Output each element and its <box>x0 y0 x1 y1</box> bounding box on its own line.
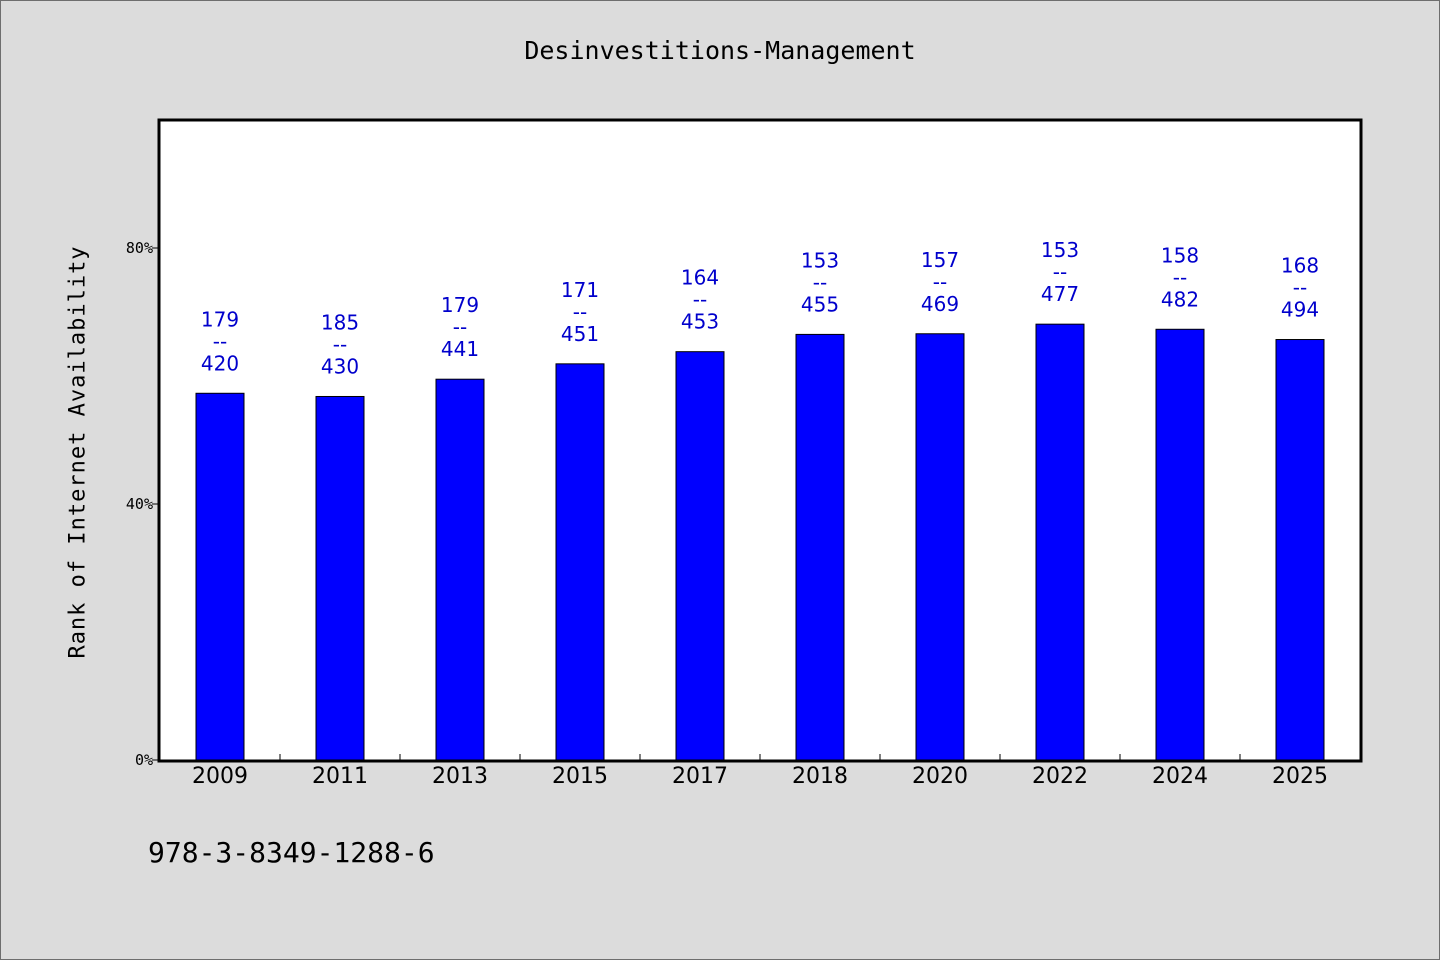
x-tick-label: 2024 <box>1152 764 1208 789</box>
data-label: 157 --469 <box>921 248 959 316</box>
bar <box>315 395 365 761</box>
data-label: 185 --430 <box>321 310 359 378</box>
y-tick-label: 40% <box>126 495 153 513</box>
data-label: 153 --455 <box>801 248 839 316</box>
bar <box>435 378 485 761</box>
data-label: 168 --494 <box>1281 254 1319 322</box>
y-tick-label: 0% <box>135 751 153 769</box>
bar <box>795 333 845 761</box>
x-tick-label: 2017 <box>672 764 728 789</box>
x-tick-label: 2009 <box>192 764 248 789</box>
data-label: 179 --441 <box>441 293 479 361</box>
isbn-text: 978-3-8349-1288-6 <box>148 836 435 869</box>
x-tick-label: 2013 <box>432 764 488 789</box>
x-tick-label: 2011 <box>312 764 368 789</box>
x-tick-label: 2020 <box>912 764 968 789</box>
bar <box>195 392 245 761</box>
y-tick-label: 80% <box>126 239 153 257</box>
x-tick-label: 2025 <box>1272 764 1328 789</box>
data-label: 164 --453 <box>681 266 719 334</box>
bar <box>1035 323 1085 761</box>
data-label: 158 --482 <box>1161 243 1199 311</box>
bar <box>915 333 965 761</box>
data-label: 153 --477 <box>1041 238 1079 306</box>
chart-title: Desinvestitions-Management <box>524 36 916 65</box>
x-tick-label: 2022 <box>1032 764 1088 789</box>
plot-border <box>157 118 1363 763</box>
bar <box>675 351 725 761</box>
x-tick-label: 2018 <box>792 764 848 789</box>
bar <box>1155 328 1205 761</box>
data-label: 179 --420 <box>201 307 239 375</box>
bar <box>555 363 605 761</box>
x-tick-label: 2015 <box>552 764 608 789</box>
bar <box>1275 339 1325 761</box>
data-label: 171 --451 <box>561 278 599 346</box>
